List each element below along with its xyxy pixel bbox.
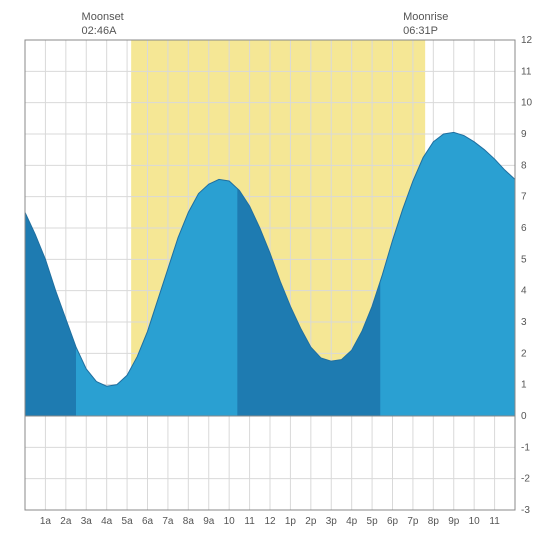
x-tick-label: 5p <box>367 516 379 527</box>
tide-chart: Moonset 02:46A Moonrise 06:31P 1a2a3a4a5… <box>0 0 550 550</box>
x-tick-label: 8a <box>183 516 195 527</box>
y-tick-label: -3 <box>521 505 530 516</box>
y-tick-label: 5 <box>521 254 527 265</box>
y-tick-label: 9 <box>521 129 527 140</box>
x-tick-label: 10 <box>469 516 481 527</box>
x-tick-label: 5a <box>122 516 134 527</box>
x-tick-label: 7a <box>162 516 174 527</box>
x-tick-label: 9p <box>448 516 460 527</box>
y-tick-label: 7 <box>521 192 527 203</box>
x-tick-label: 11 <box>244 516 255 527</box>
chart-svg: 1a2a3a4a5a6a7a8a9a1011121p2p3p4p5p6p7p8p… <box>0 0 550 550</box>
x-tick-label: 4p <box>346 516 358 527</box>
x-tick-label: 4a <box>101 516 113 527</box>
moonset-title: Moonset <box>82 10 124 24</box>
y-tick-label: 12 <box>521 35 533 46</box>
x-tick-label: 10 <box>224 516 236 527</box>
moonrise-title: Moonrise <box>403 10 448 24</box>
moonrise-time: 06:31P <box>403 24 448 38</box>
y-tick-label: 0 <box>521 411 527 422</box>
x-tick-label: 9a <box>203 516 215 527</box>
moonset-time: 02:46A <box>82 24 124 38</box>
x-tick-label: 12 <box>264 516 276 527</box>
y-tick-label: -2 <box>521 474 530 485</box>
x-tick-label: 11 <box>489 516 500 527</box>
x-tick-label: 1a <box>40 516 52 527</box>
x-tick-label: 1p <box>285 516 297 527</box>
x-tick-label: 6p <box>387 516 399 527</box>
x-tick-label: 2p <box>305 516 317 527</box>
x-tick-label: 2a <box>60 516 72 527</box>
y-tick-label: -1 <box>521 442 530 453</box>
y-tick-label: 2 <box>521 348 527 359</box>
y-tick-label: 4 <box>521 286 527 297</box>
x-tick-label: 3a <box>81 516 93 527</box>
y-tick-label: 6 <box>521 223 527 234</box>
x-tick-label: 6a <box>142 516 154 527</box>
y-tick-label: 11 <box>521 66 532 77</box>
y-tick-label: 10 <box>521 98 533 109</box>
x-tick-label: 8p <box>428 516 440 527</box>
y-tick-label: 8 <box>521 160 527 171</box>
moonrise-label: Moonrise 06:31P <box>403 10 448 39</box>
x-tick-label: 7p <box>407 516 419 527</box>
x-tick-label: 3p <box>326 516 338 527</box>
y-tick-label: 3 <box>521 317 527 328</box>
moonset-label: Moonset 02:46A <box>82 10 124 39</box>
y-tick-label: 1 <box>521 380 527 391</box>
